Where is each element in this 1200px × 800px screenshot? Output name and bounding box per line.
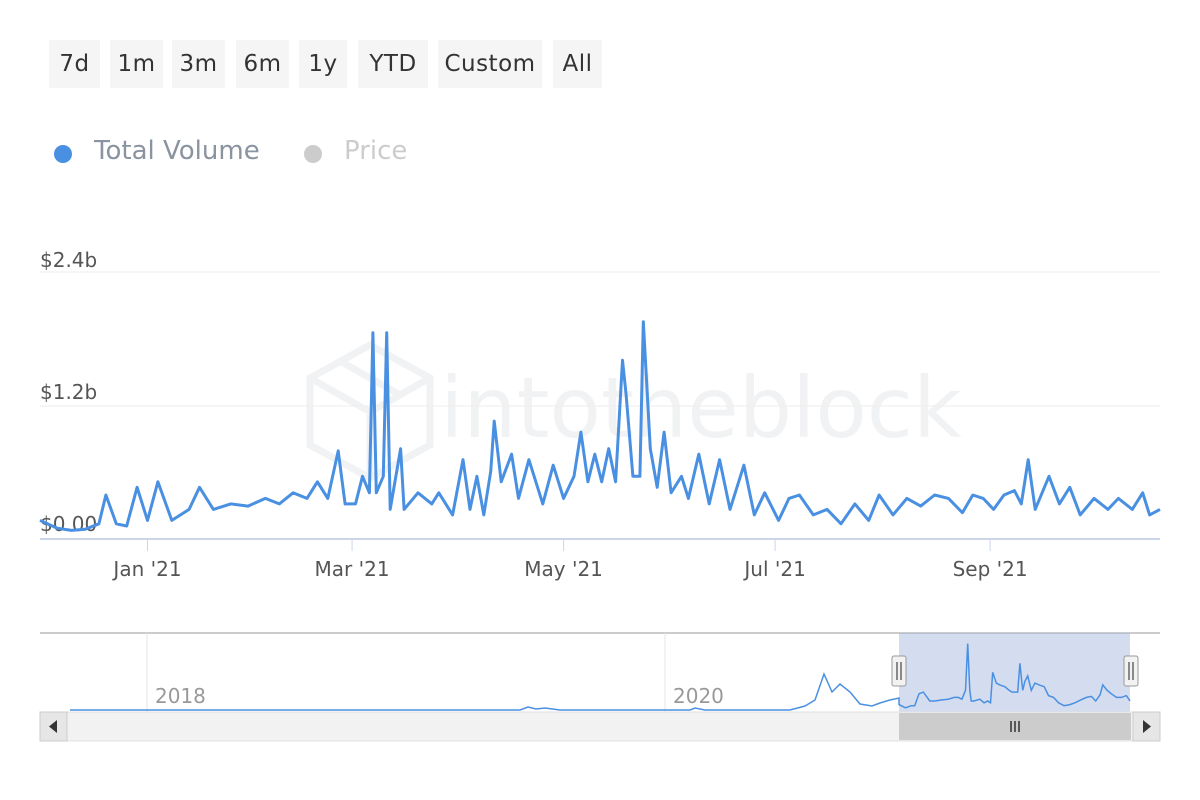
navigator: 2018 2020: [40, 632, 1160, 713]
x-tick-label: Jan '21: [111, 557, 181, 581]
x-tick-label: Jul '21: [742, 557, 805, 581]
navigator-selected-range[interactable]: [899, 633, 1130, 713]
x-tick-label: Mar '21: [315, 557, 390, 581]
y-tick-label: $1.2b: [40, 380, 97, 404]
legend-label: Price: [344, 136, 408, 166]
y-axis: $0.00 $1.2b $2.4b: [40, 248, 97, 536]
gridlines: [40, 271, 1160, 407]
navigator-handle-right[interactable]: [1123, 655, 1139, 687]
range-button-3m[interactable]: 3m: [172, 40, 225, 88]
navigator-series-line: [70, 643, 1131, 711]
range-button-custom[interactable]: Custom: [438, 40, 542, 88]
watermark: intotheblock: [306, 341, 962, 482]
x-tick-label: Sep '21: [953, 557, 1028, 581]
legend-item-price[interactable]: Price: [304, 134, 424, 168]
series-line-total-volume: [39, 320, 1161, 532]
legend-marker: [54, 145, 72, 163]
range-button-1m[interactable]: 1m: [110, 40, 163, 88]
x-tick-label: May '21: [524, 557, 603, 581]
range-button-1y[interactable]: 1y: [299, 40, 347, 88]
scroll-left-button[interactable]: [39, 711, 68, 742]
navigator-handle-left[interactable]: [891, 655, 907, 687]
range-button-ytd[interactable]: YTD: [358, 40, 428, 88]
watermark-text: intotheblock: [440, 359, 962, 457]
range-button-6m[interactable]: 6m: [236, 40, 289, 88]
legend-item-total-volume[interactable]: Total Volume: [54, 134, 284, 168]
navigator-label-2018: 2018: [155, 684, 206, 708]
arrow-right-icon: [1143, 720, 1151, 733]
scrollbar: [39, 711, 1161, 742]
navigator-label-2020: 2020: [673, 684, 724, 708]
range-button-all[interactable]: All: [553, 40, 602, 88]
x-axis: Jan '21 Mar '21 May '21 Jul '21 Sep '21: [111, 539, 1028, 581]
legend-marker: [304, 145, 322, 163]
y-tick-label: $2.4b: [40, 248, 97, 272]
scroll-right-button[interactable]: [1132, 711, 1161, 742]
legend-label: Total Volume: [94, 136, 260, 166]
scrollbar-grip-icon: [1010, 721, 1020, 732]
range-button-7d[interactable]: 7d: [49, 40, 100, 88]
arrow-left-icon: [49, 720, 57, 733]
